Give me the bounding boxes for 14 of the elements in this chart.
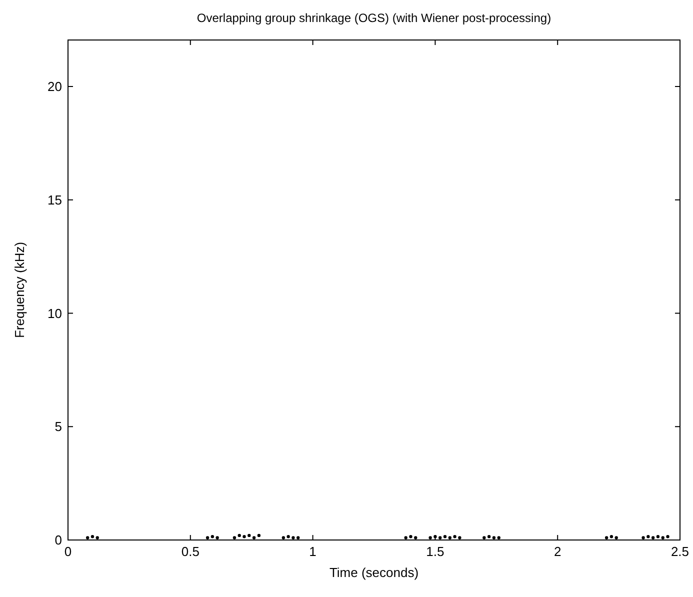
x-tick-label: 0.5 — [181, 544, 200, 559]
x-tick-label: 1.5 — [426, 544, 444, 559]
y-tick-label: 10 — [48, 306, 62, 321]
y-tick-label: 15 — [48, 192, 62, 208]
y-tick-label: 5 — [54, 419, 62, 434]
y-tick-label: 0 — [54, 532, 62, 548]
y-tick-label: 20 — [48, 79, 62, 94]
x-tick-label: 2 — [554, 544, 562, 559]
x-tick-label: 2.5 — [670, 544, 690, 559]
chart-title: Overlapping group shrinkage (OGS) (with Wiener post-processing) — [196, 11, 552, 25]
x-axis-title: Time (seconds) — [329, 565, 419, 580]
x-tick-label: 1 — [309, 544, 316, 559]
y-axis-title: Frequency (kHz) — [12, 242, 27, 338]
x-tick-label: 0 — [64, 544, 72, 559]
